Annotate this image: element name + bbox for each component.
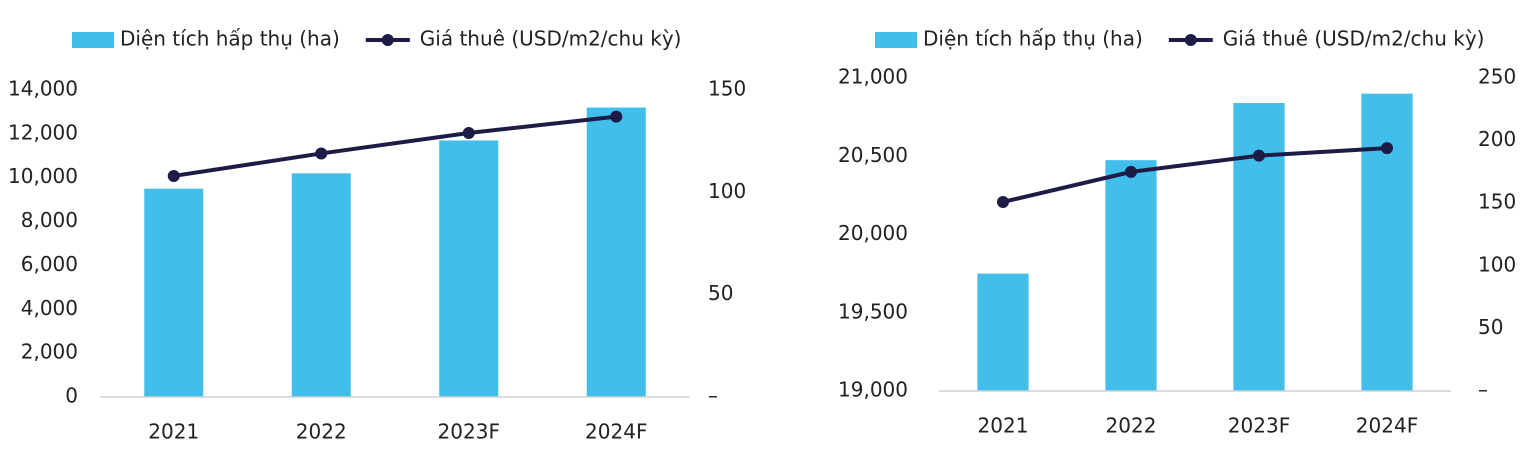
- y2-tick-label: 100: [708, 179, 746, 203]
- bar: [439, 140, 499, 397]
- y2-tick-label: 50: [1478, 315, 1503, 339]
- y-tick-label: 14,000: [8, 77, 78, 101]
- legend-swatch: [72, 32, 114, 48]
- x-tick-label: 2023F: [438, 420, 500, 444]
- x-tick-label: 2021: [978, 414, 1029, 438]
- y-tick-label: 20,500: [838, 143, 908, 167]
- bar: [1105, 160, 1157, 391]
- line-marker: [315, 147, 328, 160]
- y-tick-label: 0: [65, 384, 78, 408]
- y2-tick-label: 150: [1478, 190, 1516, 214]
- legend-label: Giá thuê (USD/m2/chu kỳ): [1223, 27, 1485, 51]
- x-tick-label: 2022: [296, 420, 347, 444]
- y2-tick-label: –: [708, 384, 718, 408]
- y2-tick-label: 250: [1478, 65, 1516, 89]
- legend-label: Diện tích hấp thụ (ha): [120, 27, 340, 51]
- line-marker: [462, 126, 475, 139]
- x-tick-label: 2024F: [1356, 414, 1418, 438]
- y-tick-label: 20,000: [838, 221, 908, 245]
- y2-tick-label: 200: [1478, 127, 1516, 151]
- line-marker: [997, 195, 1009, 208]
- y-tick-label: 21,000: [838, 65, 908, 89]
- y-tick-label: 6,000: [21, 252, 78, 276]
- legend-marker: [381, 34, 394, 46]
- y-tick-label: 10,000: [8, 164, 78, 188]
- y2-tick-label: –: [1478, 378, 1488, 402]
- x-tick-label: 2022: [1106, 414, 1157, 438]
- y-tick-label: 8,000: [21, 208, 78, 232]
- line: [173, 114, 617, 178]
- legend-label: Diện tích hấp thụ (ha): [923, 27, 1143, 51]
- y-tick-label: 19,000: [838, 378, 908, 402]
- legend-label: Giá thuê (USD/m2/chu kỳ): [420, 27, 682, 51]
- legend-swatch: [875, 32, 917, 48]
- bar: [144, 188, 204, 397]
- x-tick-label: 2024F: [585, 420, 647, 444]
- bar: [586, 107, 646, 398]
- line-marker: [1253, 149, 1265, 162]
- bar: [1361, 93, 1413, 392]
- line-marker: [1381, 142, 1393, 155]
- y-tick-label: 2,000: [21, 340, 78, 364]
- bar: [1233, 103, 1285, 391]
- legend-marker: [1184, 34, 1197, 46]
- line-marker: [167, 169, 180, 182]
- y-tick-label: 19,500: [838, 299, 908, 323]
- y-tick-label: 4,000: [21, 296, 78, 320]
- y2-tick-label: 150: [708, 77, 746, 101]
- x-tick-label: 2021: [148, 420, 199, 444]
- y2-tick-label: 50: [708, 281, 733, 305]
- line-marker: [610, 110, 623, 123]
- y2-tick-label: 100: [1478, 252, 1516, 276]
- bar: [977, 273, 1029, 391]
- bar: [291, 173, 351, 397]
- x-tick-label: 2023F: [1228, 414, 1290, 438]
- y-tick-label: 12,000: [8, 120, 78, 144]
- line: [1002, 146, 1388, 204]
- line-marker: [1125, 165, 1137, 178]
